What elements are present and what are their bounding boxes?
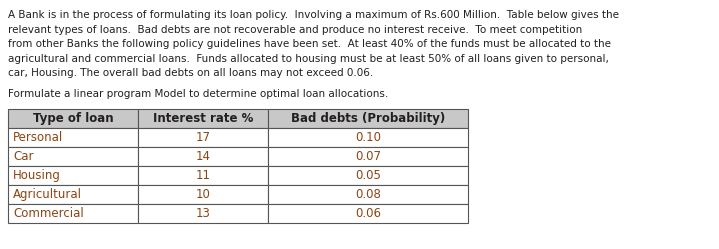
Bar: [8, 166, 138, 185]
Text: 14: 14: [196, 150, 211, 163]
Bar: [268, 185, 468, 204]
Bar: [268, 109, 468, 128]
Text: 10: 10: [196, 188, 211, 201]
Text: 0.10: 0.10: [355, 131, 381, 144]
Bar: [138, 204, 268, 223]
Bar: [268, 128, 468, 147]
Bar: [138, 109, 268, 128]
Text: 11: 11: [196, 169, 211, 182]
Text: agricultural and commercial loans.  Funds allocated to housing must be at least : agricultural and commercial loans. Funds…: [8, 54, 609, 63]
Bar: [8, 185, 138, 204]
Text: Personal: Personal: [13, 131, 63, 144]
Bar: [268, 166, 468, 185]
Bar: [138, 166, 268, 185]
Text: 0.08: 0.08: [355, 188, 381, 201]
Bar: [8, 204, 138, 223]
Text: relevant types of loans.  Bad debts are not recoverable and produce no interest : relevant types of loans. Bad debts are n…: [8, 24, 582, 35]
Bar: [8, 147, 138, 166]
Text: Type of loan: Type of loan: [32, 112, 114, 125]
Bar: [8, 128, 138, 147]
Bar: [268, 147, 468, 166]
Text: car, Housing. The overall bad debts on all loans may not exceed 0.06.: car, Housing. The overall bad debts on a…: [8, 68, 373, 78]
Text: Formulate a linear program Model to determine optimal loan allocations.: Formulate a linear program Model to dete…: [8, 88, 388, 99]
Bar: [8, 109, 138, 128]
Text: Agricultural: Agricultural: [13, 188, 82, 201]
Text: Bad debts (Probability): Bad debts (Probability): [291, 112, 445, 125]
Text: Interest rate %: Interest rate %: [153, 112, 253, 125]
Bar: [138, 147, 268, 166]
Text: Car: Car: [13, 150, 34, 163]
Text: A Bank is in the process of formulating its loan policy.  Involving a maximum of: A Bank is in the process of formulating …: [8, 10, 619, 20]
Text: Housing: Housing: [13, 169, 61, 182]
Text: 17: 17: [196, 131, 211, 144]
Text: Commercial: Commercial: [13, 207, 83, 220]
Bar: [268, 204, 468, 223]
Text: from other Banks the following policy guidelines have been set.  At least 40% of: from other Banks the following policy gu…: [8, 39, 611, 49]
Bar: [138, 128, 268, 147]
Bar: [138, 185, 268, 204]
Text: 0.05: 0.05: [355, 169, 381, 182]
Text: 13: 13: [196, 207, 211, 220]
Text: 0.06: 0.06: [355, 207, 381, 220]
Text: 0.07: 0.07: [355, 150, 381, 163]
